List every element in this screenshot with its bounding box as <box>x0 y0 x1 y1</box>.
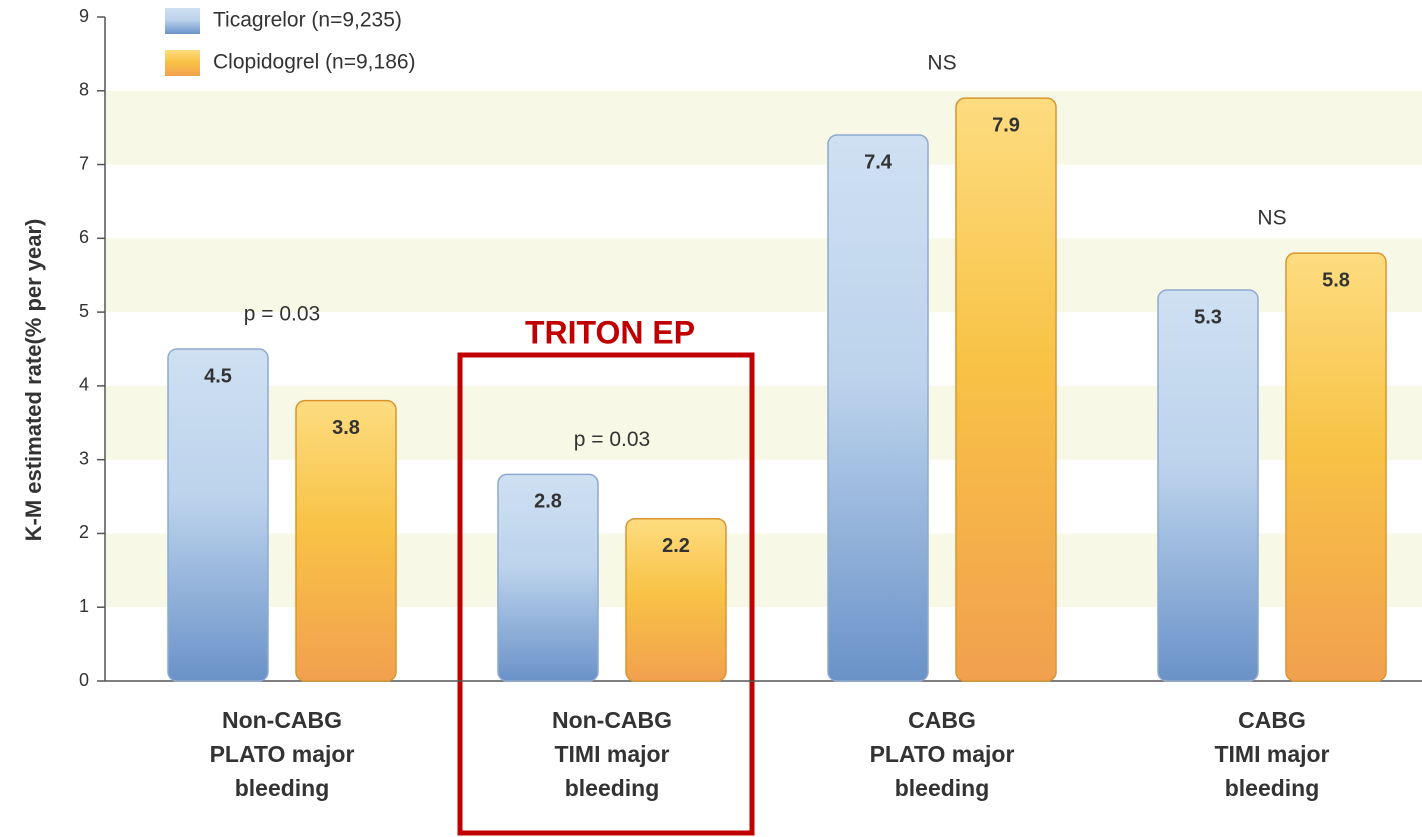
y-tick-label: 9 <box>79 6 89 26</box>
y-tick-label: 5 <box>79 301 89 321</box>
legend-label: Ticagrelor (n=9,235) <box>213 9 402 32</box>
value-label: 3.8 <box>332 417 360 439</box>
annotation: p = 0.03 <box>574 428 650 451</box>
value-label: 2.8 <box>534 491 562 513</box>
bar <box>1285 252 1387 682</box>
highlight-label: TRITON EP <box>525 314 695 350</box>
y-tick-label: 7 <box>79 153 89 173</box>
value-label: 5.8 <box>1322 269 1350 291</box>
bar <box>167 348 269 682</box>
y-tick-label: 4 <box>79 375 89 395</box>
y-axis-title: K-M estimated rate(% per year) <box>21 219 46 542</box>
value-label: 7.9 <box>992 114 1020 136</box>
bar <box>1157 289 1259 682</box>
annotation: NS <box>1257 207 1286 230</box>
y-tick-label: 1 <box>79 596 89 616</box>
bar <box>497 473 599 682</box>
y-tick-label: 2 <box>79 522 89 542</box>
y-tick-label: 6 <box>79 227 89 247</box>
value-label: 5.3 <box>1194 306 1222 328</box>
annotation: NS <box>927 52 956 75</box>
highlight-box <box>457 352 755 836</box>
legend-label: Clopidogrel (n=9,186) <box>213 51 416 74</box>
legend-swatch <box>165 50 200 76</box>
value-label: 7.4 <box>864 151 893 173</box>
grid-band <box>105 90 1422 165</box>
x-tick-label: Non-CABG PLATO major bleeding <box>210 707 355 801</box>
x-tick-label: CABG PLATO major bleeding <box>870 707 1015 801</box>
y-tick-label: 8 <box>79 80 89 100</box>
y-tick-label: 3 <box>79 448 89 468</box>
bar <box>827 134 929 682</box>
x-tick-label: Non-CABG TIMI major bleeding <box>552 707 672 801</box>
value-label: 4.5 <box>204 365 232 387</box>
annotation: p = 0.03 <box>244 303 320 326</box>
x-tick-label: CABG TIMI major bleeding <box>1214 707 1329 801</box>
value-label: 2.2 <box>662 535 690 557</box>
legend-swatch <box>165 8 200 34</box>
y-tick-label: 0 <box>79 670 89 690</box>
bar <box>625 517 727 682</box>
bar <box>295 399 397 682</box>
bar <box>955 97 1057 682</box>
